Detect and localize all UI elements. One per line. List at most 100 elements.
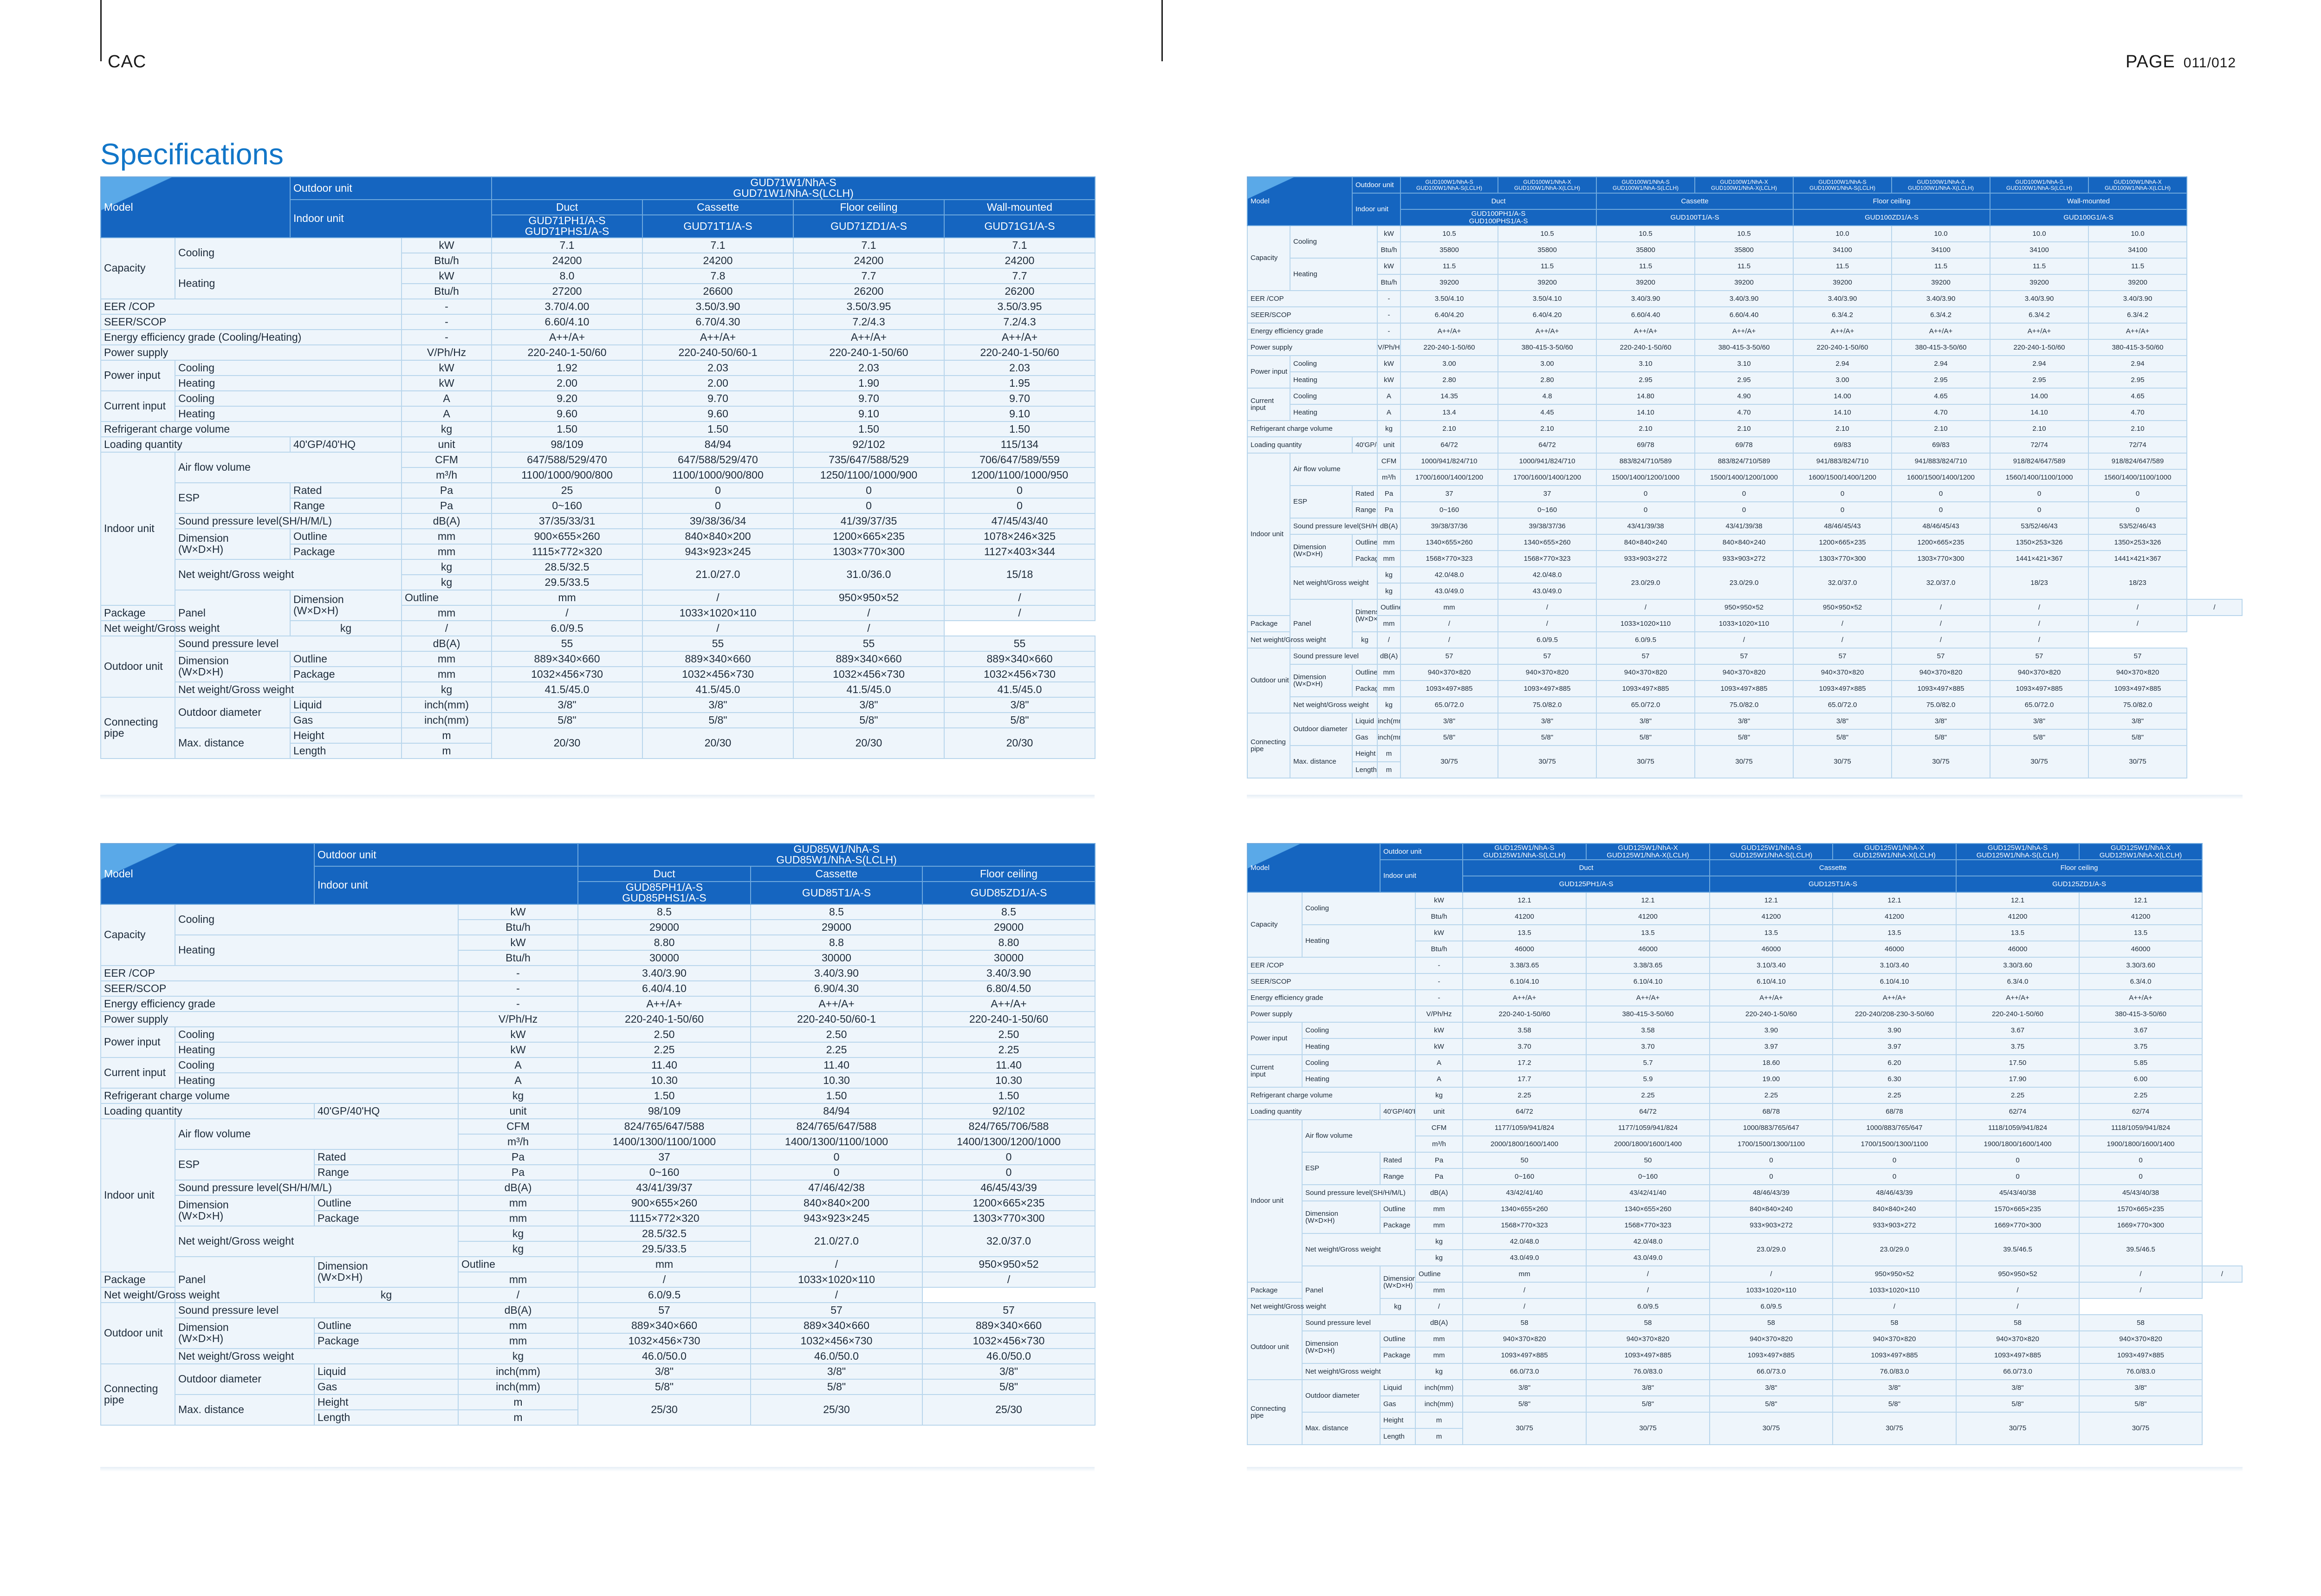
cell-text: Heating bbox=[178, 1074, 215, 1086]
value-cell: 12.1 bbox=[1709, 892, 1834, 909]
cell-text: Current bbox=[1251, 1063, 1274, 1071]
cell-text: Height bbox=[318, 1395, 349, 1408]
row-label: Height bbox=[290, 727, 402, 744]
unit-cell: mm bbox=[1415, 1200, 1464, 1218]
cell-text: pipe bbox=[104, 1393, 124, 1406]
row-label: Dimension(W×D×H) bbox=[175, 1194, 315, 1226]
value-cell: 25/30 bbox=[577, 1394, 751, 1426]
cell-text: 0 bbox=[1769, 1172, 1773, 1181]
value-cell: 6.10/4.10 bbox=[1709, 973, 1834, 990]
value-cell: 6.3/4.0 bbox=[2079, 973, 2203, 990]
cell-text: 2.03 bbox=[707, 361, 728, 374]
cell-text: 37 bbox=[1543, 489, 1551, 498]
cell-text: 46.0/50.0 bbox=[814, 1349, 859, 1362]
cell-text: 3.97 bbox=[1887, 1042, 1901, 1051]
row-label: Refrigerant charge volume bbox=[100, 1087, 459, 1104]
value-cell: 1093×497×885 bbox=[1956, 1347, 2080, 1364]
unit-cell: kW bbox=[458, 903, 578, 920]
unit-cell: kg bbox=[1377, 696, 1401, 714]
cell-text: 3/8" bbox=[2134, 1383, 2147, 1392]
cell-text: 3/8" bbox=[1836, 717, 1849, 725]
row-label: Power input bbox=[100, 1026, 175, 1058]
value-cell: 8.8 bbox=[750, 934, 923, 951]
value-cell: 3.00 bbox=[1400, 355, 1499, 372]
cell-text: 0 bbox=[2139, 1172, 2143, 1181]
cell-text: - bbox=[1438, 977, 1440, 986]
cell-text: 220-240-1-50/60 bbox=[2013, 343, 2065, 351]
value-cell: 918/824/647/589 bbox=[2088, 453, 2188, 470]
value-cell: 2.50 bbox=[921, 1026, 1096, 1043]
value-cell: 6.40/4.10 bbox=[577, 980, 751, 997]
value-cell: 380-415-3-50/60 bbox=[1586, 1006, 1711, 1023]
value-cell: 41.5/45.0 bbox=[943, 681, 1096, 698]
unit-cell: Btu/h bbox=[401, 252, 492, 269]
cell-text: - bbox=[1438, 993, 1440, 1002]
cell-text: - bbox=[516, 967, 520, 979]
row-label: Heating bbox=[1289, 371, 1378, 389]
row-label: Range bbox=[314, 1164, 459, 1181]
value-cell: 92/102 bbox=[793, 436, 945, 453]
cell-text: 5/8" bbox=[2033, 733, 2046, 741]
cell-text: 380-415-3-50/60 bbox=[1718, 343, 1770, 351]
cell-text: 1093×497×885 bbox=[1748, 1351, 1795, 1359]
cell-text: Package bbox=[293, 668, 335, 680]
value-cell: 0 bbox=[1694, 485, 1794, 502]
cell-text: 75.0/82.0 bbox=[2123, 701, 2152, 709]
cell-text: 1118/1059/941/824 bbox=[2111, 1123, 2171, 1132]
cell-text: 3.75 bbox=[2010, 1042, 2025, 1051]
cell-text: 0 bbox=[1840, 506, 1845, 514]
value-cell: 3.50/4.10 bbox=[1498, 290, 1597, 307]
cell-text: A++/A+ bbox=[1437, 327, 1461, 335]
cell-text: 3.38/3.65 bbox=[1510, 961, 1539, 969]
value-cell: 840×840×240 bbox=[1709, 1200, 1834, 1218]
cell-text: 72/74 bbox=[2129, 441, 2146, 449]
unit-cell: kW bbox=[458, 934, 578, 951]
cell-text: / bbox=[2139, 1270, 2142, 1278]
cell-text: Outline bbox=[1383, 1205, 1406, 1213]
cell-text: 6.3/4.0 bbox=[2130, 977, 2152, 986]
cell-text: input bbox=[1251, 1070, 1266, 1078]
value-cell: 17.2 bbox=[1462, 1054, 1587, 1071]
value-cell: 37 bbox=[1400, 485, 1499, 502]
unit-cell: kW bbox=[401, 267, 492, 284]
value-cell: 883/824/710/589 bbox=[1694, 453, 1794, 470]
value-cell: 1340×655×260 bbox=[1400, 534, 1499, 551]
cell-text: Package bbox=[1355, 554, 1376, 563]
value-cell: 41/39/37/35 bbox=[793, 513, 945, 529]
value-cell: 2.50 bbox=[577, 1026, 751, 1043]
row-label: Dimension(W×D×H) bbox=[175, 528, 291, 560]
value-cell: 1568×770×323 bbox=[1400, 550, 1499, 567]
cell-text: mm bbox=[437, 652, 456, 665]
cell-text: 840×840×240 bbox=[1750, 1205, 1793, 1213]
cell-text: Outline bbox=[318, 1196, 351, 1209]
value-cell: 950×950×52 bbox=[1694, 599, 1794, 616]
cell-text: 46/45/43/39 bbox=[980, 1181, 1037, 1194]
row-label: Indoor unit bbox=[100, 1118, 175, 1272]
cell-text: inch(mm) bbox=[1424, 1383, 1454, 1392]
cell-text: Dimension bbox=[178, 532, 229, 545]
cell-text: 380-415-3-50/60 bbox=[2115, 1010, 2166, 1018]
cell-text: SEER/SCOP bbox=[1251, 311, 1291, 319]
cell-text: 1570×665×235 bbox=[2117, 1205, 2164, 1213]
cell-text: 900×655×260 bbox=[631, 1196, 697, 1209]
cell-text: m³/h bbox=[1382, 473, 1396, 481]
row-label: EER /COP bbox=[100, 965, 459, 981]
cell-text: 6.0/9.5 bbox=[551, 622, 583, 634]
row-label: Net weight/Gross weight bbox=[1289, 696, 1378, 714]
cell-text: 3/8" bbox=[999, 1365, 1018, 1377]
cell-text: / bbox=[1841, 636, 1844, 644]
value-cell: 2.50 bbox=[750, 1026, 923, 1043]
value-cell: A++/A+ bbox=[793, 329, 945, 345]
row-label: Power supply bbox=[100, 1011, 459, 1027]
cell-text: 11.5 bbox=[1934, 262, 1948, 270]
value-cell: 1000/941/824/710 bbox=[1400, 453, 1499, 470]
value-cell: 5/8" bbox=[1462, 1395, 1587, 1413]
unit-cell: Pa bbox=[458, 1148, 578, 1165]
cell-text: 1.50 bbox=[707, 422, 728, 435]
value-cell: 64/72 bbox=[1586, 1103, 1711, 1120]
cell-text: / bbox=[2016, 1286, 2019, 1294]
value-cell: 889×340×660 bbox=[793, 650, 945, 667]
cell-text: kg bbox=[512, 1349, 524, 1362]
value-cell: 5/8" bbox=[1793, 729, 1893, 746]
value-cell: 15/18 bbox=[943, 558, 1096, 590]
